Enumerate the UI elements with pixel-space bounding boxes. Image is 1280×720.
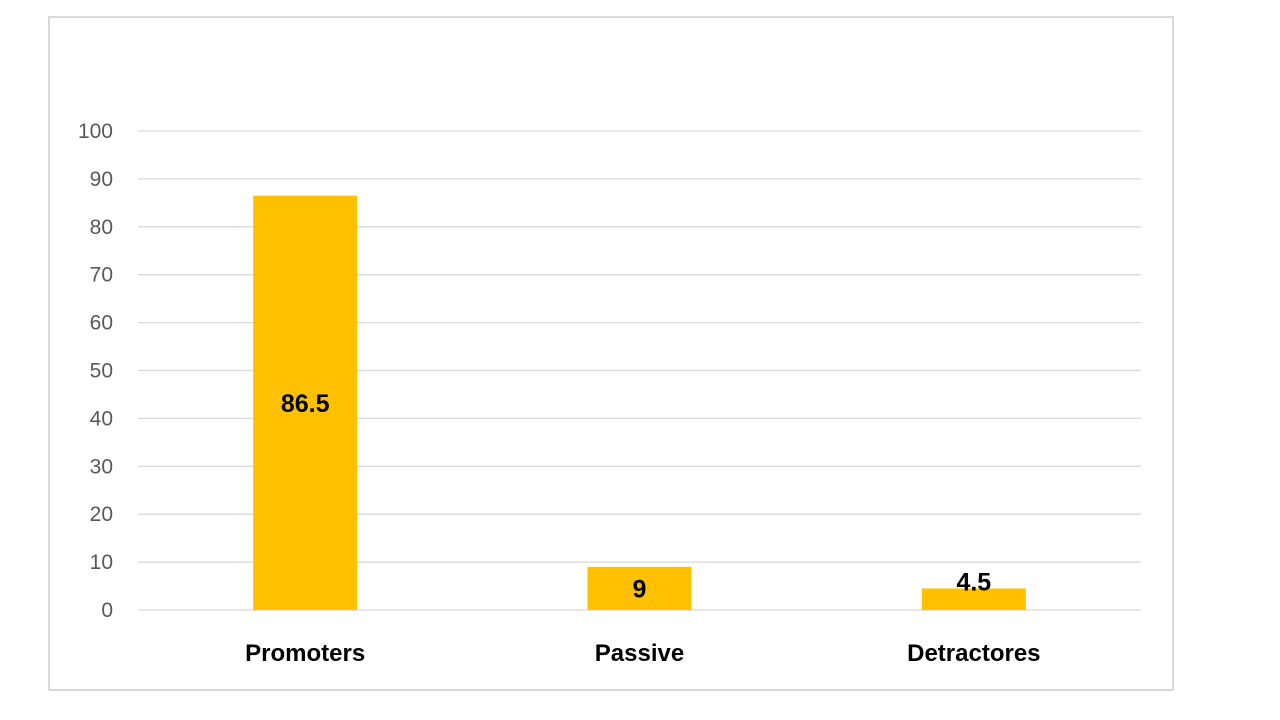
data-label-promoters: 86.5 xyxy=(281,390,330,418)
y-tick-label: 0 xyxy=(101,599,113,622)
x-axis-categories: Promoters Passive Detractores xyxy=(245,640,1040,667)
bar-detractores xyxy=(921,588,1026,610)
y-tick-label: 90 xyxy=(90,168,113,191)
y-tick-label: 30 xyxy=(90,455,113,478)
y-tick-label: 20 xyxy=(90,503,113,526)
y-tick-label: 50 xyxy=(90,360,113,383)
y-tick-label: 10 xyxy=(90,551,113,574)
data-label-detractores: 4.5 xyxy=(956,568,991,596)
y-tick-label: 80 xyxy=(90,216,113,239)
category-label-promoters: Promoters xyxy=(245,640,365,667)
y-tick-label: 70 xyxy=(90,264,113,287)
data-label-passive: 9 xyxy=(633,575,647,603)
y-tick-label: 100 xyxy=(78,120,113,143)
data-labels: 86.5 9 4.5 xyxy=(281,390,991,604)
bars xyxy=(253,195,1026,611)
bar-promoters xyxy=(253,195,358,611)
category-label-passive: Passive xyxy=(595,640,684,667)
y-axis-ticks: 0 10 20 30 40 50 60 70 80 90 100 xyxy=(78,120,113,622)
y-tick-label: 40 xyxy=(90,407,113,430)
bar-passive xyxy=(587,566,692,610)
category-label-detractores: Detractores xyxy=(907,640,1040,667)
y-tick-label: 60 xyxy=(90,312,113,335)
